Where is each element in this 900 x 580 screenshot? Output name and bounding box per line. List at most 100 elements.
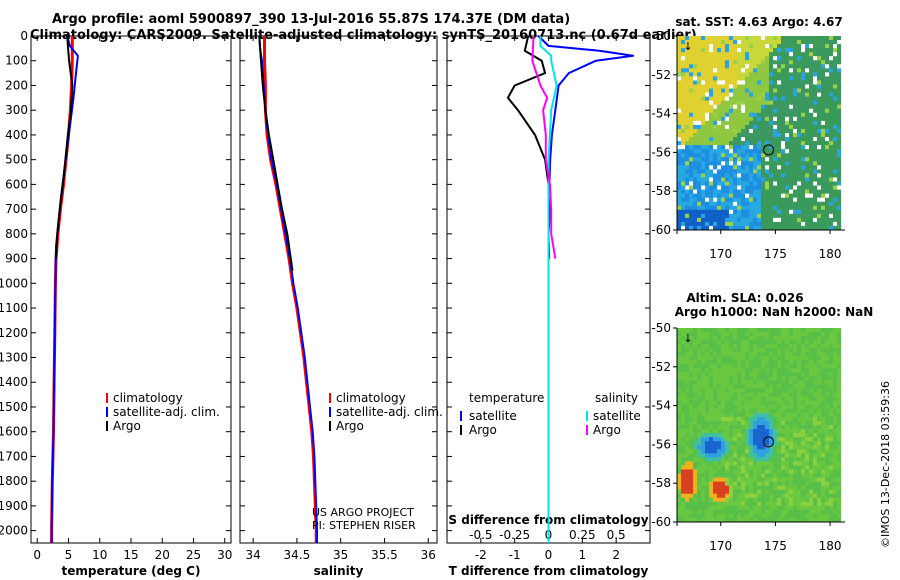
sst_map-cell bbox=[729, 80, 733, 84]
sla_map-cell bbox=[817, 348, 821, 352]
sla_map-cell bbox=[761, 421, 765, 425]
sst_map-cell bbox=[809, 97, 813, 101]
sla_map-cell bbox=[689, 494, 693, 498]
sst_map-cell bbox=[749, 190, 753, 194]
temperature-xtick-label: 5 bbox=[65, 548, 73, 562]
sla_map-cell bbox=[773, 393, 777, 397]
sst_map-cell bbox=[781, 72, 785, 76]
sla_map-cell bbox=[777, 482, 781, 486]
sla_map-cell bbox=[745, 413, 749, 417]
sla_map-cell bbox=[813, 498, 817, 502]
sst_map-cell bbox=[749, 169, 753, 173]
sst_map-cell bbox=[677, 97, 681, 101]
sst_map-cell bbox=[797, 141, 801, 145]
sla_map-cell bbox=[833, 461, 837, 465]
sla_map-cell bbox=[717, 441, 721, 445]
sla_map-cell bbox=[757, 328, 761, 332]
sst_map-cell bbox=[681, 186, 685, 190]
sst_map-cell bbox=[773, 177, 777, 181]
sla_map-cell bbox=[821, 381, 825, 385]
sst_map-cell bbox=[713, 161, 717, 165]
depth-tick-label: 1800 bbox=[0, 474, 28, 488]
sst_map-cell bbox=[701, 64, 705, 68]
sst_map-cell bbox=[697, 64, 701, 68]
sla_map-cell bbox=[769, 360, 773, 364]
sla_map-cell bbox=[745, 469, 749, 473]
sla_map-cell bbox=[713, 413, 717, 417]
sst_map-cell bbox=[789, 133, 793, 137]
sla_map-cell bbox=[793, 401, 797, 405]
sst_map-cell bbox=[733, 52, 737, 56]
sst_map-cell bbox=[813, 93, 817, 97]
sst_map-cell bbox=[765, 68, 769, 72]
sla_map-cell bbox=[725, 506, 729, 510]
sla_map-cell bbox=[805, 461, 809, 465]
sla_map-cell bbox=[725, 328, 729, 332]
sla_map-cell bbox=[721, 421, 725, 425]
sla_map-cell bbox=[713, 368, 717, 372]
sla_map-cell bbox=[785, 486, 789, 490]
sst_map-cell bbox=[765, 97, 769, 101]
sla_map-cell bbox=[777, 498, 781, 502]
sla_map-cell bbox=[721, 453, 725, 457]
sla_map-cell bbox=[773, 486, 777, 490]
sla_map-cell bbox=[809, 469, 813, 473]
sst_map-cell bbox=[833, 190, 837, 194]
sst_map-cell bbox=[729, 169, 733, 173]
sst_map-cell bbox=[753, 36, 757, 40]
sst_map-cell bbox=[833, 80, 837, 84]
sst_map-cell bbox=[801, 165, 805, 169]
sla_map-cell bbox=[769, 465, 773, 469]
sla_map-cell bbox=[829, 413, 833, 417]
sst_map-cell bbox=[705, 222, 709, 226]
sla_map-cell bbox=[833, 514, 837, 518]
sst_map-cell bbox=[777, 60, 781, 64]
sla_map-cell bbox=[745, 328, 749, 332]
sst_map-cell bbox=[733, 60, 737, 64]
sst_map-cell bbox=[809, 169, 813, 173]
sla_map-cell bbox=[725, 405, 729, 409]
sla_map-cell bbox=[701, 397, 705, 401]
sst_map-cell bbox=[837, 52, 841, 56]
sla_map-cell bbox=[725, 356, 729, 360]
sst_map-cell bbox=[709, 60, 713, 64]
sla_map-cell bbox=[689, 457, 693, 461]
sst_map-cell bbox=[677, 117, 681, 121]
sla_map-cell bbox=[769, 457, 773, 461]
sst_map-cell bbox=[761, 157, 765, 161]
differences-series-temperature-satellite bbox=[538, 36, 633, 543]
sst_map-cell bbox=[717, 190, 721, 194]
sst_map-cell bbox=[777, 222, 781, 226]
sst_map-cell bbox=[745, 85, 749, 89]
sla_map-cell bbox=[813, 445, 817, 449]
sla_map-cell bbox=[721, 478, 725, 482]
sla_map-cell bbox=[837, 405, 841, 409]
sla_map-cell bbox=[765, 372, 769, 376]
depth-tick-label: 1500 bbox=[0, 400, 28, 414]
sst_map-cell bbox=[809, 149, 813, 153]
sst_map-cell bbox=[833, 149, 837, 153]
sst_map-cell bbox=[705, 198, 709, 202]
sla_map-cell bbox=[725, 494, 729, 498]
sst_map-cell bbox=[805, 68, 809, 72]
sla_map-cell bbox=[681, 397, 685, 401]
sst_map-cell bbox=[713, 141, 717, 145]
sla_map-cell bbox=[685, 356, 689, 360]
sla_map-cell bbox=[709, 417, 713, 421]
sst_map-cell bbox=[757, 165, 761, 169]
sst_map-cell bbox=[737, 182, 741, 186]
sst_map-cell bbox=[733, 76, 737, 80]
sst_map-cell bbox=[689, 133, 693, 137]
sst_map-cell bbox=[689, 145, 693, 149]
sla_map-cell bbox=[801, 457, 805, 461]
sst_map-cell bbox=[709, 101, 713, 105]
sst_map-cell bbox=[709, 190, 713, 194]
sla_map-cell bbox=[825, 445, 829, 449]
sst_map-cell bbox=[817, 93, 821, 97]
sst_map-cell bbox=[813, 157, 817, 161]
sla_map-cell bbox=[781, 397, 785, 401]
sla_map-cell bbox=[729, 453, 733, 457]
sst_map-cell bbox=[837, 56, 841, 60]
sla_map-cell bbox=[725, 498, 729, 502]
sst_map-cell bbox=[797, 186, 801, 190]
